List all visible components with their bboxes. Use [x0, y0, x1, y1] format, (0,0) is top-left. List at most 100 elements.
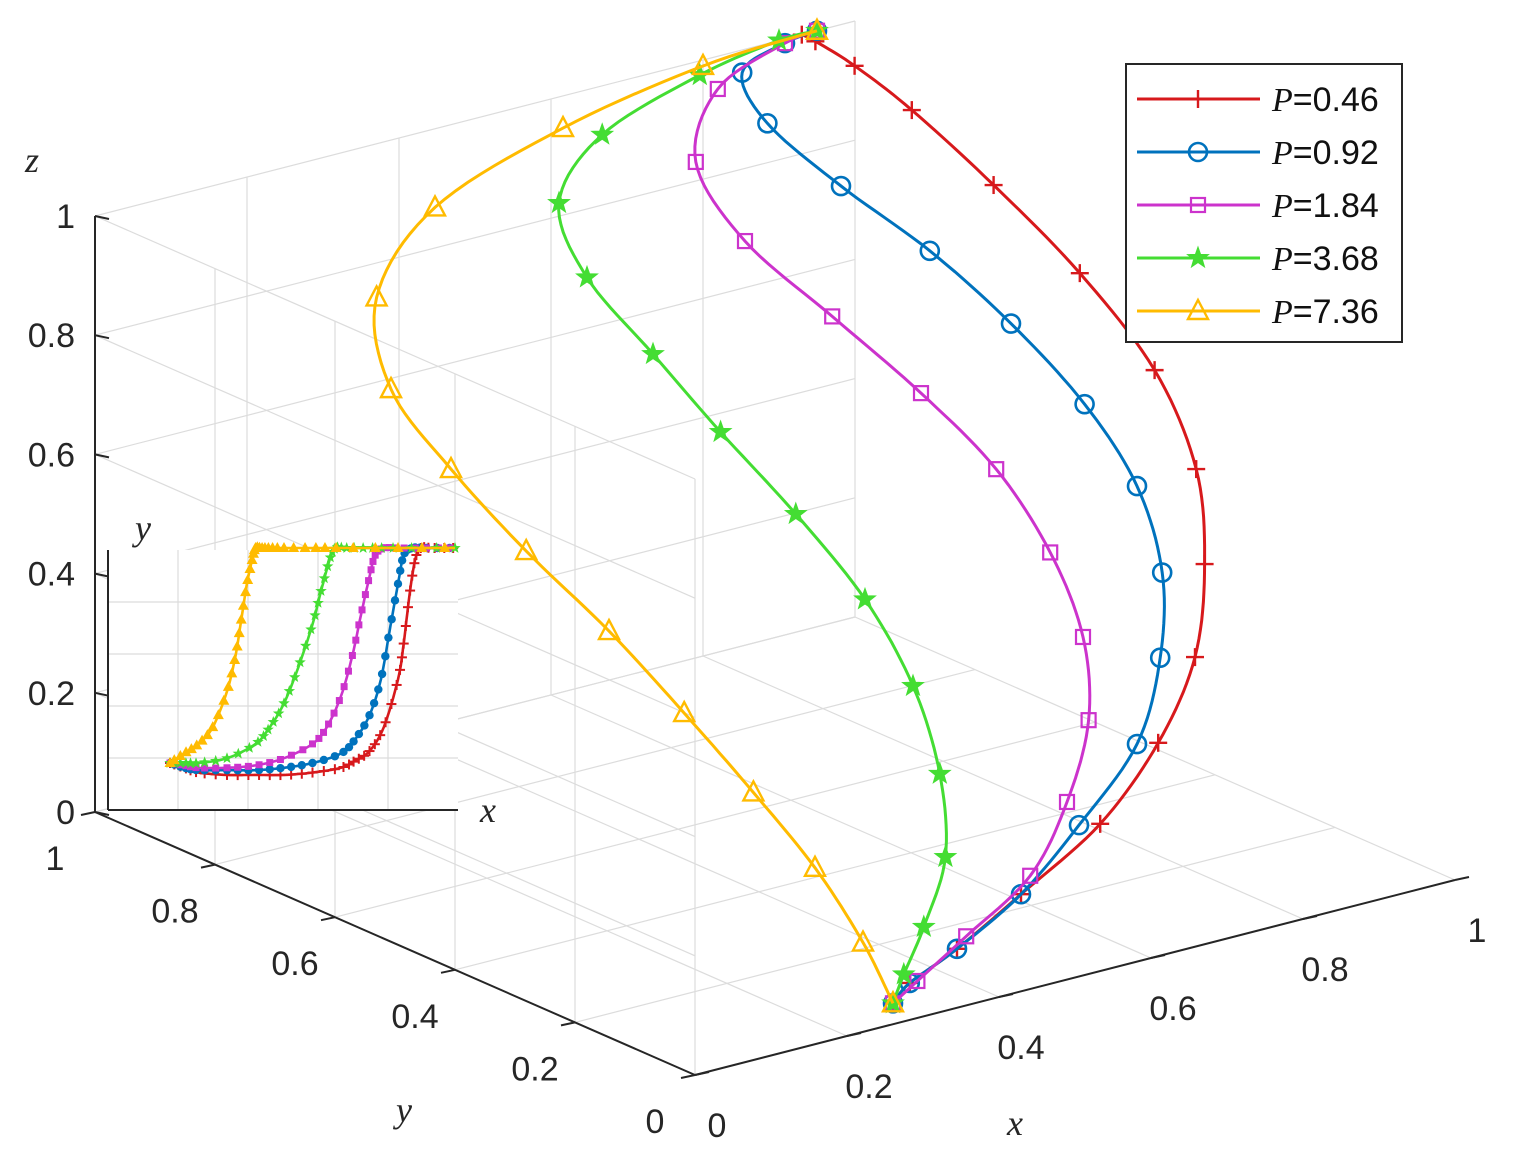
- z-tick-mark: [94, 215, 110, 220]
- inset-data-point: [198, 756, 211, 768]
- inset-data-point: [324, 551, 337, 563]
- data-point: [824, 308, 841, 325]
- inset-data-point: [246, 553, 258, 564]
- x-tick-mark: [694, 1071, 710, 1076]
- x-tick-label: 0: [708, 1107, 727, 1145]
- inset-data-point: [361, 591, 369, 599]
- data-point: [1022, 867, 1039, 884]
- x-tick-mark: [998, 993, 1014, 998]
- legend-entry-2: P=1.84: [1137, 187, 1379, 225]
- legend-label-symbol: P: [1271, 294, 1293, 331]
- inset-data-point: [338, 762, 349, 773]
- data-point: [902, 101, 921, 120]
- inset-data-point: [240, 586, 252, 597]
- inset-data-point: [255, 761, 263, 769]
- y-tick-mark: [320, 916, 336, 922]
- legend-label-symbol: P: [1271, 241, 1293, 278]
- inset-data-point: [235, 613, 247, 624]
- y-axis-line: [94, 811, 696, 1076]
- data-point: [911, 914, 936, 937]
- series-3: [547, 18, 958, 1014]
- data-point: [946, 938, 968, 960]
- inset-data-point: [283, 685, 296, 696]
- inset-data-point: [348, 652, 356, 659]
- z-tick-mark: [94, 691, 110, 697]
- inset-data-point: [322, 560, 334, 572]
- data-point: [709, 80, 726, 98]
- grid-line-floor-x: [550, 694, 1152, 959]
- z-tick-label: 0.6: [28, 436, 75, 474]
- inset-data-point: [329, 764, 340, 775]
- legend-label: P=0.46: [1271, 81, 1379, 119]
- inset-data-point: [359, 750, 370, 761]
- inset-data-point: [182, 762, 190, 770]
- data-point: [547, 190, 571, 214]
- x-axis-line: [694, 879, 1456, 1076]
- inset-data-point: [439, 542, 451, 552]
- inset-data-point: [384, 633, 393, 642]
- data-point: [691, 52, 715, 76]
- data-point: [845, 56, 864, 75]
- inset-data-point: [349, 737, 358, 746]
- data-point: [1145, 361, 1164, 380]
- legend-entry-0: P=0.46: [1137, 81, 1379, 119]
- inset-data-point: [405, 585, 416, 596]
- inset-data-point: [393, 579, 403, 589]
- inset-data-point: [396, 652, 407, 663]
- inset-data-point: [210, 754, 222, 766]
- inset-data-point: [218, 694, 230, 705]
- inset-data-point: [237, 599, 249, 610]
- inset-data-point: [319, 755, 329, 765]
- series-line: [372, 29, 895, 1005]
- data-point: [514, 537, 539, 561]
- inset-data-point: [365, 577, 373, 585]
- data-point: [439, 455, 463, 479]
- data-point: [1126, 733, 1148, 755]
- grid-line-floor-x: [246, 772, 848, 1037]
- y-tick-mark: [560, 1021, 576, 1027]
- inset-data-point: [234, 763, 242, 771]
- inset-data-point: [411, 549, 422, 560]
- grid-line-floor-y: [334, 721, 1096, 918]
- inset-data-point: [369, 739, 380, 750]
- inset-data-point: [244, 762, 252, 770]
- z-tick-label: 0.8: [28, 317, 75, 355]
- data-point: [912, 385, 930, 402]
- inset-data-point: [276, 764, 285, 773]
- inset-data-point: [308, 758, 317, 768]
- legend-entries: P=0.46P=0.92P=1.84P=3.68P=7.36: [1137, 81, 1379, 331]
- inset-data-point: [243, 741, 256, 753]
- inset-data-point: [360, 721, 369, 730]
- z-tick-mark: [94, 572, 110, 578]
- y-tick-mark: [80, 811, 96, 816]
- inset-data-point: [315, 585, 327, 596]
- data-point: [803, 854, 827, 878]
- grid-line-wall-x0-z: [94, 215, 696, 480]
- data-point: [1074, 393, 1095, 415]
- inset-data-point: [174, 750, 186, 761]
- legend-marker: [1186, 245, 1210, 269]
- data-point: [830, 175, 852, 197]
- inset-data-point: [265, 765, 274, 774]
- inset-data-point: [190, 757, 202, 769]
- grid-line-floor-y: [454, 774, 1216, 971]
- data-point: [933, 844, 958, 868]
- inset-data-point: [221, 752, 233, 764]
- data-point: [901, 673, 925, 697]
- inset-data-point: [330, 752, 340, 761]
- inset-data-point: [409, 558, 420, 569]
- inset-y-label: y: [132, 508, 151, 548]
- inset-data-point: [289, 671, 301, 682]
- inset-data-point: [416, 542, 428, 552]
- data-point: [641, 341, 665, 365]
- inset-data-point: [348, 756, 359, 767]
- inset-data-point: [242, 573, 254, 584]
- inset-series-4: [164, 541, 455, 767]
- inset-data-point: [353, 753, 364, 764]
- data-point: [757, 113, 778, 134]
- y-tick-mark: [200, 863, 216, 869]
- inset-data-point: [222, 680, 234, 691]
- inset-data-point: [168, 754, 180, 765]
- legend: P=0.46P=0.92P=1.84P=3.68P=7.36: [1125, 63, 1403, 343]
- legend-marker: [1189, 90, 1207, 108]
